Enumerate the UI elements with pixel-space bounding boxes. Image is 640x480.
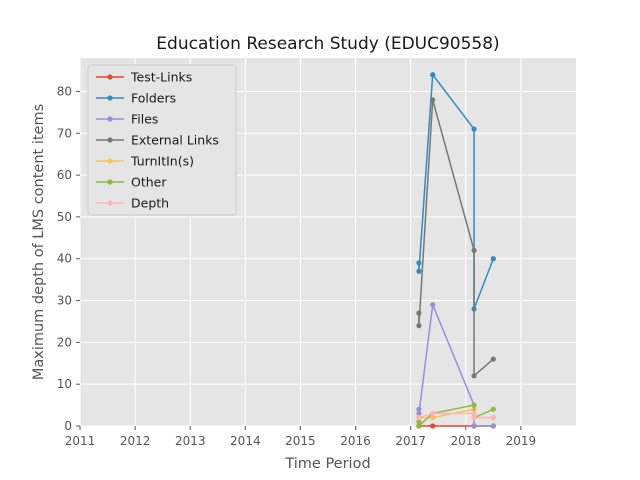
legend-marker-external-links bbox=[107, 137, 113, 143]
data-point-external-links bbox=[416, 323, 422, 329]
chart-title: Education Research Study (EDUC90558) bbox=[156, 34, 499, 54]
series-external-links bbox=[416, 97, 496, 379]
legend-marker-turnitin-s bbox=[107, 158, 113, 164]
data-point-depth bbox=[430, 410, 436, 417]
series-files bbox=[416, 302, 496, 429]
y-tick-label: 80 bbox=[57, 84, 72, 98]
data-point-folders bbox=[416, 268, 422, 274]
legend-marker-files bbox=[107, 116, 113, 122]
data-point-other bbox=[490, 406, 496, 412]
series-folders bbox=[416, 72, 496, 312]
data-point-test-links bbox=[430, 423, 436, 429]
data-point-external-links bbox=[471, 247, 477, 253]
data-point-depth bbox=[471, 415, 477, 421]
legend-label-other: Other bbox=[131, 175, 167, 190]
x-tick-label: 2013 bbox=[175, 434, 206, 448]
x-tick-label: 2012 bbox=[120, 434, 151, 448]
series-layer bbox=[416, 72, 496, 429]
y-tick-label: 30 bbox=[57, 294, 72, 308]
data-point-external-links bbox=[416, 310, 422, 316]
legend-marker-folders bbox=[107, 95, 113, 101]
data-point-files bbox=[416, 410, 422, 417]
data-point-depth bbox=[416, 415, 422, 421]
legend-label-test-links: Test-Links bbox=[130, 70, 192, 85]
x-tick-label: 2015 bbox=[285, 434, 316, 448]
data-point-folders bbox=[416, 260, 422, 266]
y-tick-label: 0 bbox=[64, 419, 72, 433]
data-point-files bbox=[471, 423, 477, 429]
y-tick-label: 10 bbox=[57, 377, 72, 391]
axis-ticks: 2011 2012 2013 2014 2015 2016 2017 2018 2019 0 10 2… bbox=[57, 84, 536, 448]
data-point-folders bbox=[430, 72, 436, 78]
x-tick-label: 2017 bbox=[395, 434, 426, 448]
series-depth bbox=[416, 410, 496, 421]
legend-label-external-links: External Links bbox=[131, 133, 219, 148]
data-point-turnitin-s bbox=[430, 415, 436, 421]
legend: Test-Links Folders Files External Links Turn… bbox=[87, 64, 237, 216]
data-point-other bbox=[416, 419, 422, 425]
y-axis-label: Maximum depth of LMS content items bbox=[31, 104, 47, 380]
legend-marker-test-links bbox=[107, 74, 113, 80]
y-tick-label: 40 bbox=[57, 252, 72, 266]
data-point-folders bbox=[471, 126, 477, 132]
data-point-folders bbox=[490, 256, 496, 262]
x-tick-label: 2016 bbox=[340, 434, 371, 448]
y-tick-label: 50 bbox=[57, 210, 72, 224]
data-point-files bbox=[490, 423, 496, 429]
y-tick-label: 20 bbox=[57, 335, 72, 349]
x-tick-label: 2011 bbox=[65, 434, 96, 448]
data-point-external-links bbox=[490, 356, 496, 362]
data-point-files bbox=[416, 406, 422, 412]
data-point-external-links bbox=[430, 97, 436, 103]
legend-marker-depth bbox=[107, 200, 113, 206]
data-point-depth bbox=[471, 410, 477, 417]
legend-marker-other bbox=[107, 179, 113, 185]
legend-label-depth: Depth bbox=[131, 196, 169, 211]
legend-label-turnitin-s: TurnItIn(s) bbox=[130, 154, 194, 169]
legend-label-files: Files bbox=[131, 112, 158, 127]
legend-box bbox=[87, 64, 237, 216]
legend-label-folders: Folders bbox=[131, 91, 176, 106]
x-tick-label: 2019 bbox=[506, 434, 537, 448]
y-tick-label: 60 bbox=[57, 168, 72, 182]
data-point-other bbox=[416, 423, 422, 429]
x-axis-label: Time Period bbox=[284, 456, 370, 472]
y-tick-label: 70 bbox=[57, 126, 72, 140]
data-point-other bbox=[471, 402, 477, 408]
data-point-depth bbox=[490, 415, 496, 421]
x-tick-label: 2018 bbox=[451, 434, 482, 448]
x-tick-label: 2014 bbox=[230, 434, 261, 448]
data-point-external-links bbox=[471, 373, 477, 379]
data-point-files bbox=[430, 302, 436, 308]
